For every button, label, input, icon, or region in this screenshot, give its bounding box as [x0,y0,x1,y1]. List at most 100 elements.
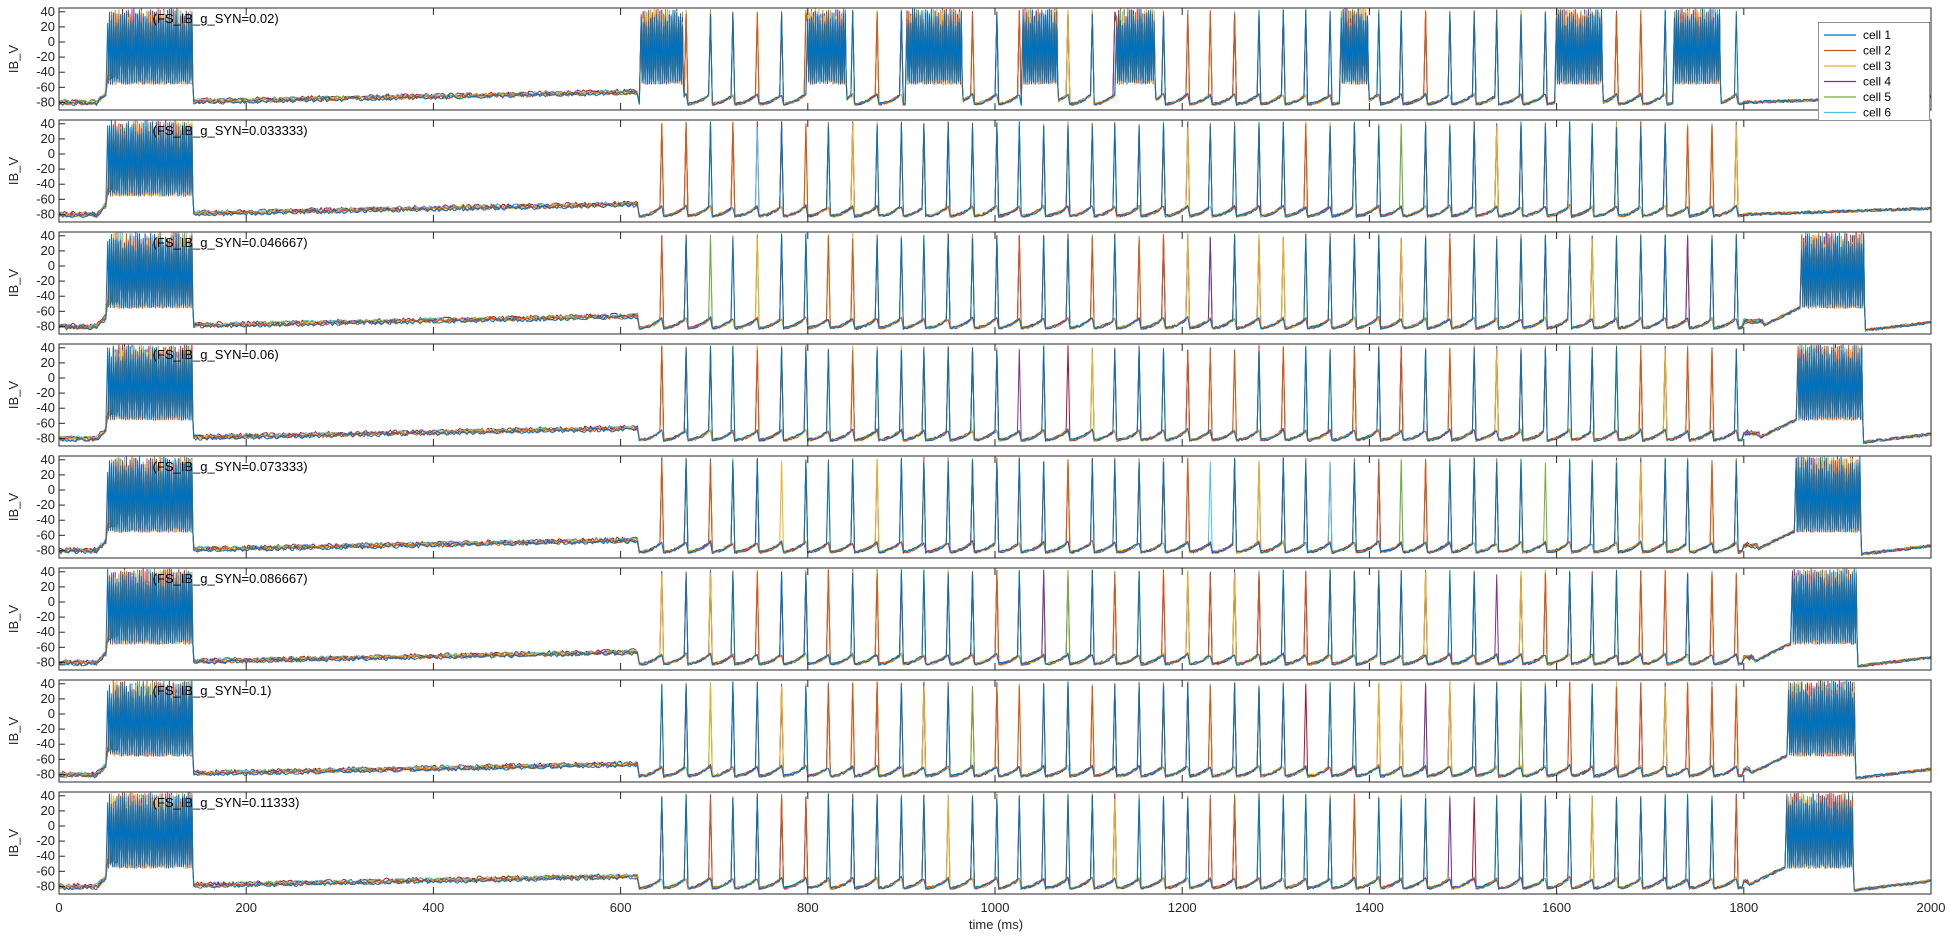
panel-title: (FS_IB_g_SYN=0.046667) [153,235,308,250]
y-tick-label: 0 [48,370,55,385]
y-tick-label: -20 [36,721,55,736]
y-tick-label: -40 [36,400,55,415]
y-tick-label: 20 [41,19,55,34]
y-tick-label: -80 [36,542,55,557]
y-tick-label: -40 [36,848,55,863]
y-tick-label: -20 [36,609,55,624]
y-tick-label: -80 [36,878,55,893]
y-axis-label: IB_V [6,269,21,298]
y-tick-label: -40 [36,624,55,639]
y-tick-label: 20 [41,355,55,370]
x-tick-label: 1200 [1168,900,1197,915]
y-tick-label: 40 [41,788,55,803]
y-tick-label: 40 [41,228,55,243]
y-tick-label: 0 [48,594,55,609]
y-tick-label: -40 [36,512,55,527]
y-tick-label: 0 [48,258,55,273]
y-tick-label: -40 [36,736,55,751]
series-trace [58,568,1931,668]
y-tick-label: 20 [41,467,55,482]
y-tick-label: 40 [41,452,55,467]
y-tick-label: 40 [41,4,55,19]
y-tick-label: 0 [48,482,55,497]
x-tick-label: 600 [610,900,632,915]
y-tick-label: -20 [36,385,55,400]
y-tick-label: -80 [36,430,55,445]
panel-title: (FS_IB_g_SYN=0.11333) [153,795,300,810]
y-tick-label: -80 [36,206,55,221]
series-trace [58,120,1932,218]
y-tick-label: -80 [36,654,55,669]
x-tick-label: 1600 [1542,900,1571,915]
series-trace [58,232,1932,331]
y-tick-label: -80 [36,94,55,109]
y-tick-label: 0 [48,818,55,833]
y-tick-label: 20 [41,243,55,258]
y-tick-label: -40 [36,176,55,191]
x-tick-label: 1000 [981,900,1010,915]
y-tick-label: 20 [41,579,55,594]
y-tick-label: -60 [36,527,55,542]
y-tick-label: 20 [41,803,55,818]
y-axis-label: IB_V [6,717,21,746]
series-trace [58,344,1932,444]
y-tick-label: -60 [36,751,55,766]
y-tick-label: 40 [41,116,55,131]
y-tick-label: -60 [36,863,55,878]
y-tick-label: -60 [36,303,55,318]
x-tick-label: 1400 [1355,900,1384,915]
y-axis-label: IB_V [6,157,21,186]
y-tick-label: -60 [36,79,55,94]
x-tick-label: 200 [235,900,257,915]
panel-title: (FS_IB_g_SYN=0.06) [153,347,279,362]
y-tick-label: -40 [36,288,55,303]
series-trace [58,792,1932,892]
y-tick-label: 40 [41,676,55,691]
y-tick-label: 0 [48,34,55,49]
y-tick-label: -20 [36,273,55,288]
y-tick-label: -60 [36,415,55,430]
y-tick-label: -80 [36,318,55,333]
legend-entry: cell 4 [1863,75,1891,89]
legend-entry: cell 6 [1863,106,1891,120]
y-tick-label: 40 [41,340,55,355]
x-axis: 0 200 400 600 800 1000 1200 1400 1600 1800 2000 [55,900,1945,915]
y-axis-label: IB_V [6,381,21,410]
y-tick-label: -60 [36,639,55,654]
series-trace [58,120,1932,218]
legend-entry: cell 5 [1863,90,1891,104]
panel-title: (FS_IB_g_SYN=0.1) [153,683,272,698]
x-axis-label: time (ms) [969,917,1023,932]
y-tick-label: 20 [41,131,55,146]
panel-title: (FS_IB_g_SYN=0.02) [153,11,279,26]
panel-title: (FS_IB_g_SYN=0.073333) [153,459,308,474]
y-tick-label: 40 [41,564,55,579]
chart-panels: 40200-20-40-60-80IB_V(FS_IB_g_SYN=0.02)4… [6,4,1932,895]
y-tick-label: -40 [36,64,55,79]
legend-entry: cell 2 [1863,44,1891,58]
x-tick-label: 2000 [1917,900,1946,915]
y-tick-label: -20 [36,497,55,512]
x-tick-label: 1800 [1729,900,1758,915]
y-tick-label: -60 [36,191,55,206]
panel-title: (FS_IB_g_SYN=0.033333) [153,123,308,138]
y-tick-label: 0 [48,146,55,161]
y-tick-label: -20 [36,49,55,64]
legend-entry: cell 1 [1863,28,1891,42]
y-axis-label: IB_V [6,45,21,74]
panel-title: (FS_IB_g_SYN=0.086667) [153,571,308,586]
x-tick-label: 0 [55,900,62,915]
y-axis-label: IB_V [6,605,21,634]
y-tick-label: 0 [48,706,55,721]
y-axis-label: IB_V [6,493,21,522]
